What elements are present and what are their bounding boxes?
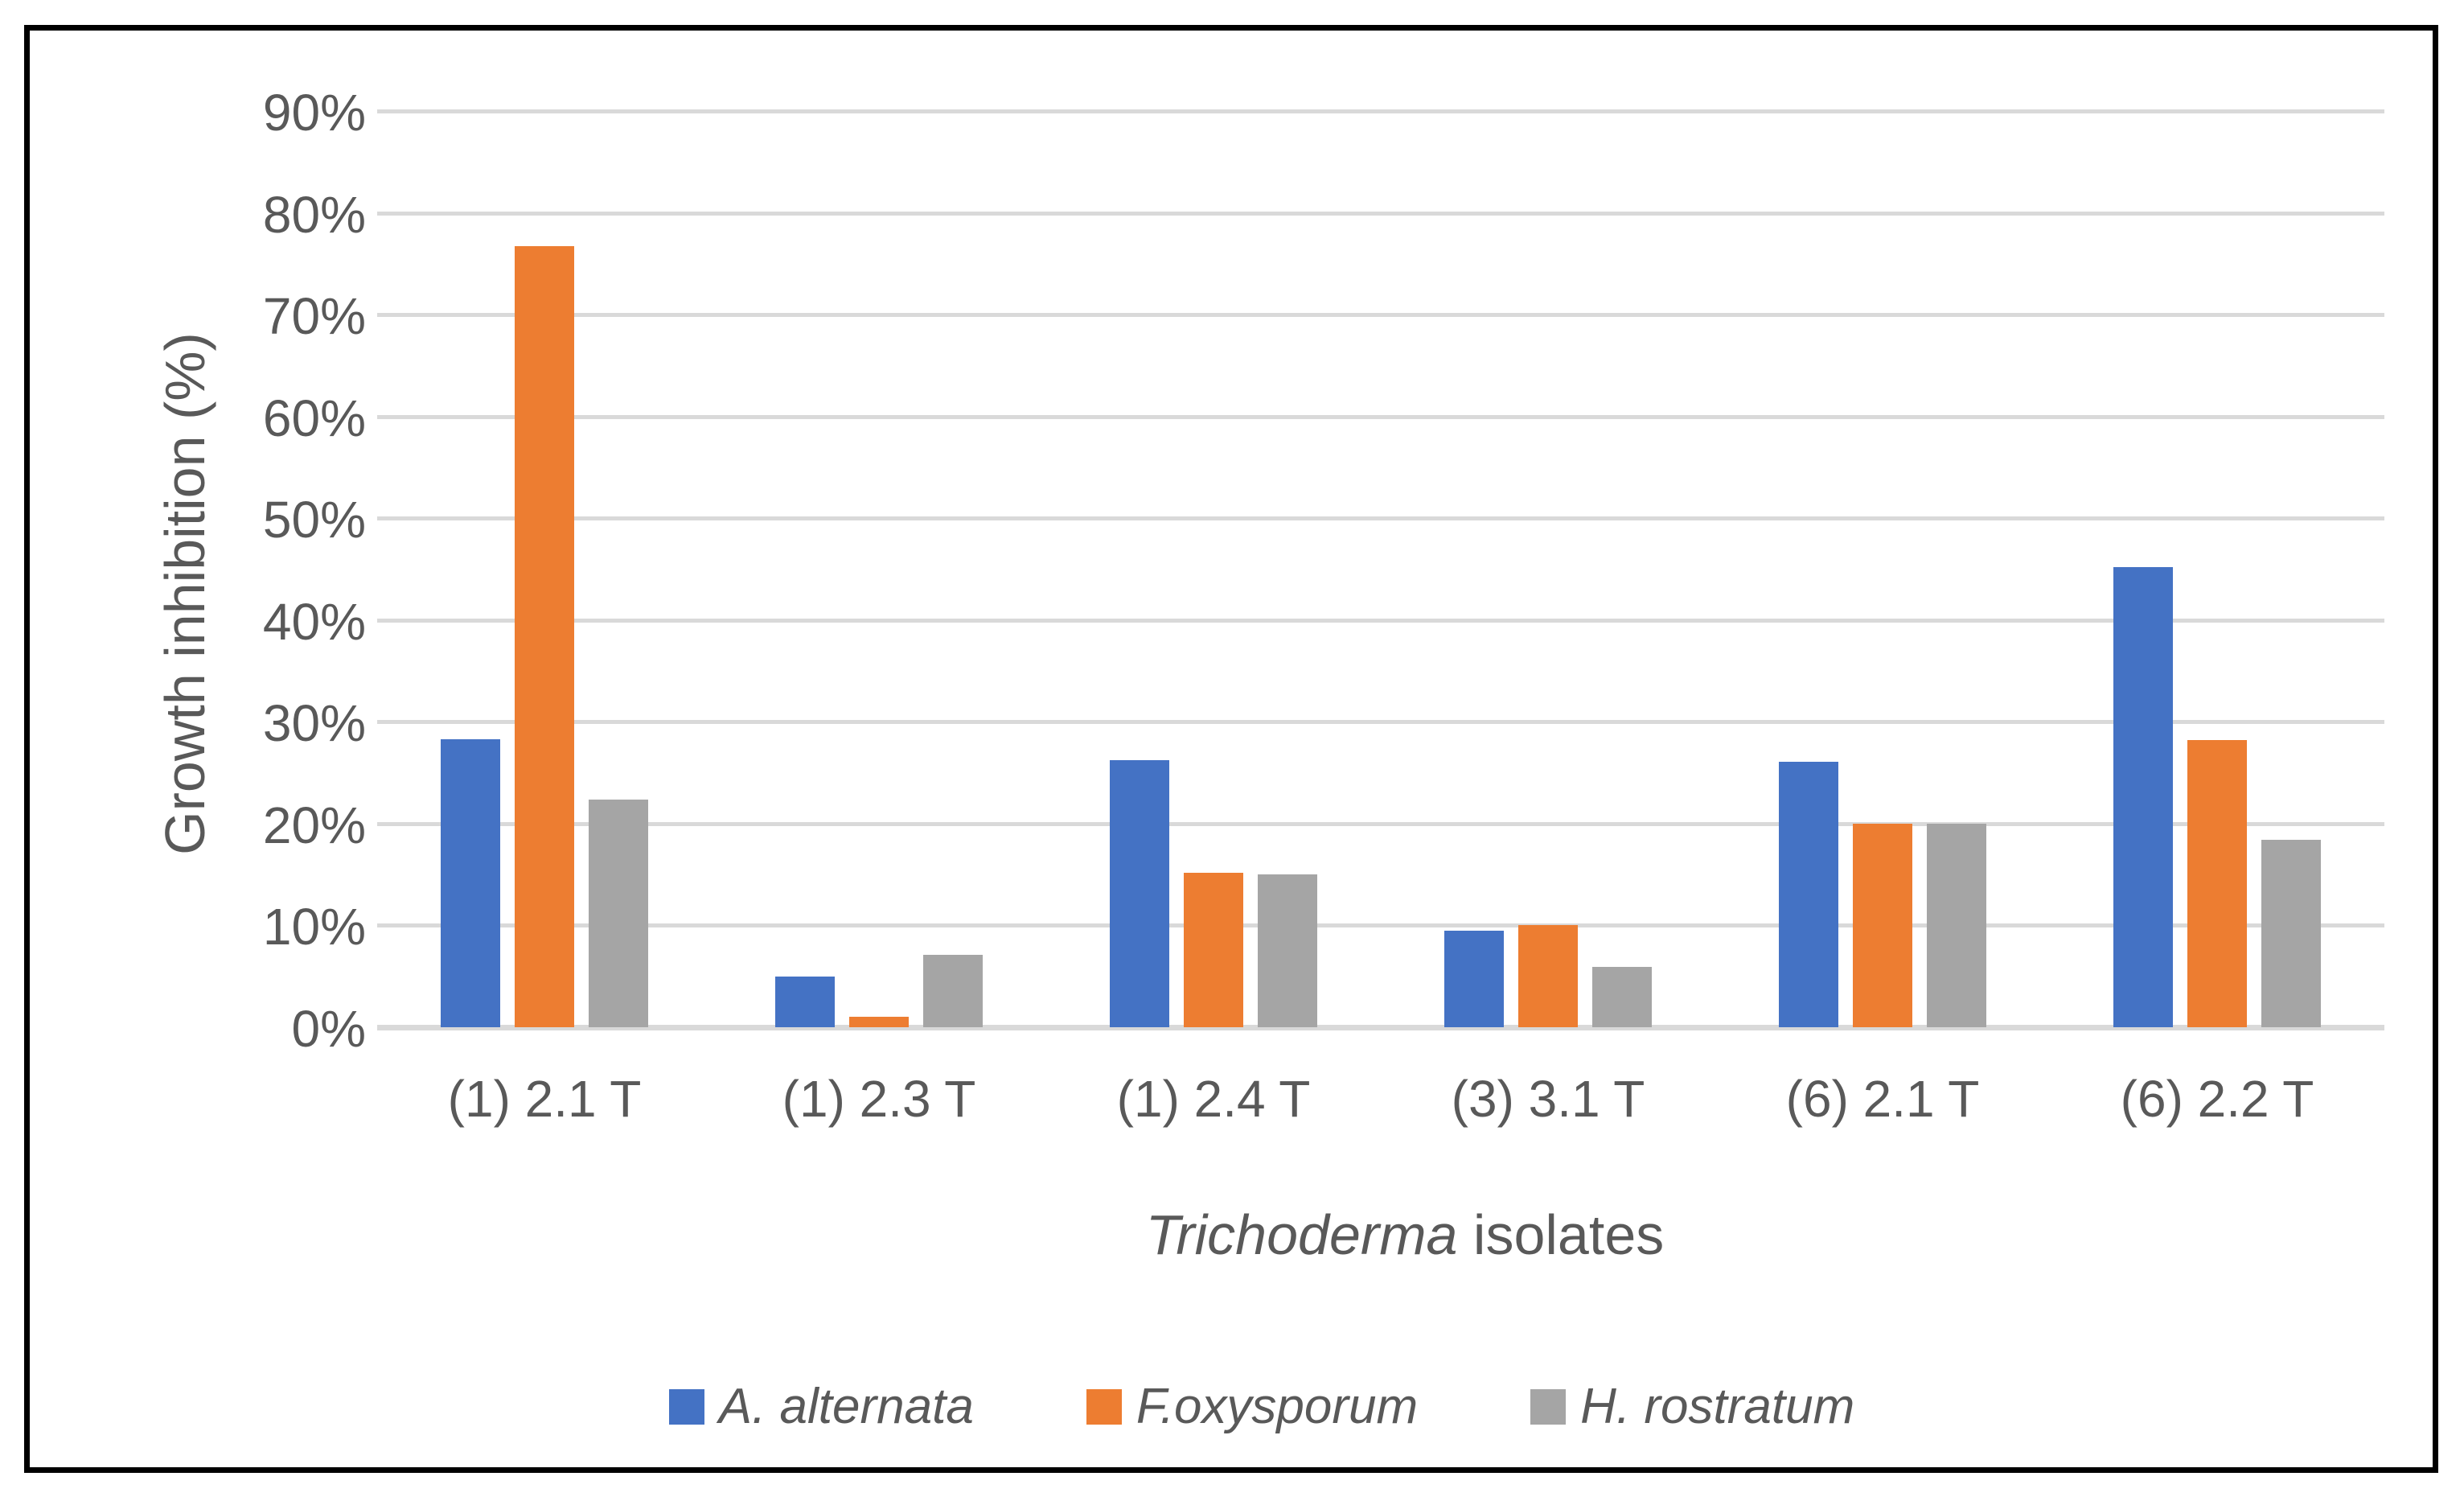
- bar-a-alternata-5: [1779, 761, 1838, 1027]
- category-label: (6) 2.1 T: [1785, 1070, 1980, 1128]
- y-tick-label: 60%: [262, 389, 366, 447]
- gridline: [377, 923, 2384, 928]
- legend-item: H. rostratum: [1530, 1382, 1854, 1432]
- bar-f-oxysporum-1: [515, 246, 574, 1027]
- gridline: [377, 313, 2384, 318]
- category-label: (1) 2.1 T: [447, 1070, 642, 1128]
- y-tick-label: 20%: [262, 796, 366, 854]
- x-axis-title: Trichoderma isolates: [401, 1207, 2409, 1263]
- y-tick-label: 70%: [262, 287, 366, 346]
- y-tick-label: 90%: [262, 84, 366, 142]
- bar-f-oxysporum-3: [1184, 872, 1243, 1027]
- legend-swatch-icon: [1086, 1389, 1122, 1425]
- bar-a-alternata-2: [775, 976, 835, 1027]
- legend-item: F.oxysporum: [1086, 1382, 1418, 1432]
- category-label: (6) 2.2 T: [2120, 1070, 2314, 1128]
- bar-f-oxysporum-2: [849, 1017, 909, 1027]
- y-tick-label: 50%: [262, 491, 366, 549]
- gridline: [377, 618, 2384, 623]
- y-tick-label: 30%: [262, 694, 366, 753]
- chart-frame: Growth inhibition (%) Trichoderma isolat…: [24, 25, 2438, 1473]
- bar-h-rostratum-3: [1258, 874, 1317, 1027]
- gridline: [377, 109, 2384, 113]
- y-tick-label: 0%: [291, 1000, 367, 1058]
- bar-a-alternata-1: [441, 738, 500, 1027]
- bar-h-rostratum-6: [2261, 840, 2321, 1027]
- gridline: [377, 414, 2384, 419]
- legend: A. alternata F.oxysporum H. rostratum: [60, 1382, 2464, 1432]
- x-axis-title-rest: isolates: [1457, 1203, 1665, 1266]
- legend-swatch-icon: [668, 1389, 704, 1425]
- bar-a-alternata-3: [1110, 760, 1169, 1027]
- legend-item: A. alternata: [668, 1379, 974, 1434]
- bar-a-alternata-6: [2113, 566, 2173, 1027]
- y-tick-label: 10%: [262, 898, 366, 956]
- gridline: [377, 516, 2384, 521]
- x-axis-line: [377, 1025, 2384, 1030]
- bar-f-oxysporum-5: [1853, 823, 1912, 1027]
- bar-h-rostratum-4: [1592, 967, 1652, 1027]
- bar-f-oxysporum-6: [2187, 740, 2247, 1027]
- bar-a-alternata-4: [1444, 930, 1504, 1027]
- bar-h-rostratum-1: [589, 799, 648, 1027]
- bar-h-rostratum-2: [923, 955, 983, 1027]
- bar-f-oxysporum-4: [1518, 925, 1578, 1027]
- y-tick-label: 40%: [262, 592, 366, 651]
- x-axis-title-genus: Trichoderma: [1145, 1203, 1458, 1266]
- gridline: [377, 211, 2384, 216]
- category-label: (1) 2.4 T: [1116, 1070, 1311, 1128]
- gridline: [377, 720, 2384, 725]
- legend-swatch-icon: [1530, 1389, 1567, 1425]
- legend-label: A. alternata: [718, 1379, 974, 1434]
- legend-label: F.oxysporum: [1135, 1379, 1419, 1434]
- y-tick-label: 80%: [262, 185, 366, 244]
- category-label: (3) 3.1 T: [1451, 1070, 1645, 1128]
- category-label: (1) 2.3 T: [782, 1070, 976, 1128]
- legend-label: H. rostratum: [1580, 1379, 1855, 1434]
- gridline: [377, 821, 2384, 826]
- bar-h-rostratum-5: [1927, 823, 1986, 1027]
